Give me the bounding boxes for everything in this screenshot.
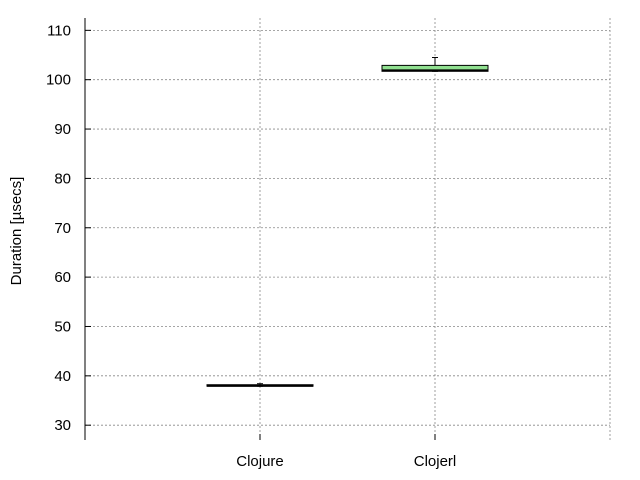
y-tick-label: 60 <box>54 269 71 286</box>
x-tick-label: Clojure <box>236 453 284 470</box>
y-tick-label: 50 <box>54 318 71 335</box>
y-tick-label: 90 <box>54 121 71 138</box>
y-tick-label: 40 <box>54 368 71 385</box>
boxes <box>206 56 489 387</box>
y-tick-label: 100 <box>46 72 71 89</box>
y-tick-label: 80 <box>54 170 71 187</box>
y-tick-label: 30 <box>54 417 71 434</box>
grid-lines <box>85 18 611 440</box>
box-clojerl <box>381 56 489 72</box>
box-clojure <box>206 383 314 387</box>
x-tick-label: Clojerl <box>414 453 457 470</box>
y-tick-label: 70 <box>54 220 71 237</box>
y-axis-label: Duration [µsecs] <box>8 177 25 286</box>
y-tick-label: 110 <box>47 22 71 39</box>
axes: 30 40 50 60 70 80 90 100 110 Clojure Clojerl <box>46 18 456 470</box>
